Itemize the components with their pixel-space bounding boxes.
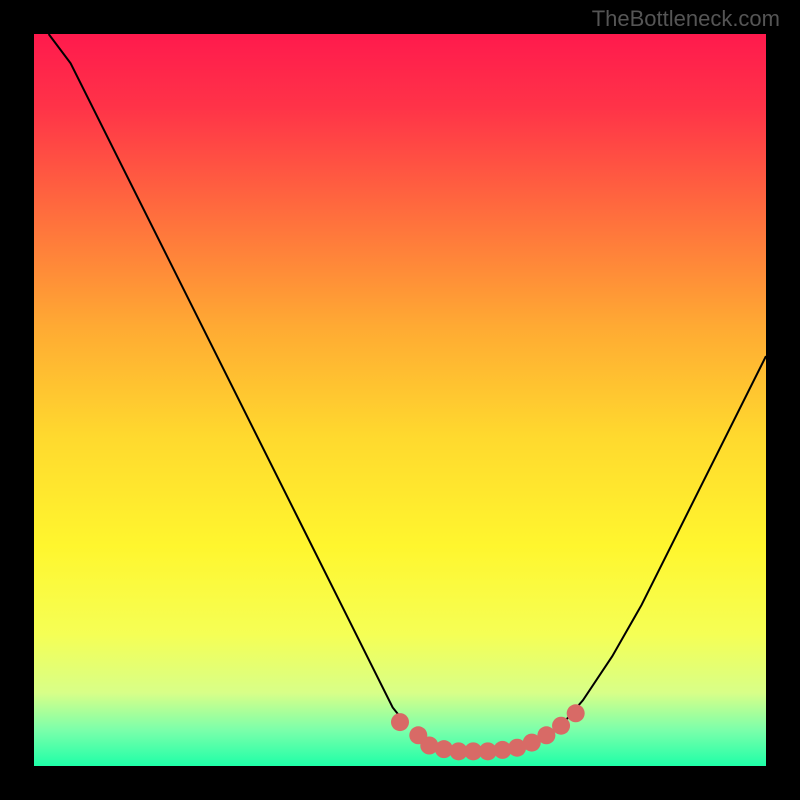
scatter-point	[552, 717, 570, 735]
chart-plot-area	[34, 34, 766, 766]
watermark-text: TheBottleneck.com	[592, 6, 780, 32]
scatter-point	[391, 713, 409, 731]
curve-right	[561, 356, 766, 726]
curve-left	[49, 34, 408, 726]
scatter-series	[391, 704, 585, 760]
chart-svg-layer	[34, 34, 766, 766]
scatter-point	[567, 704, 585, 722]
